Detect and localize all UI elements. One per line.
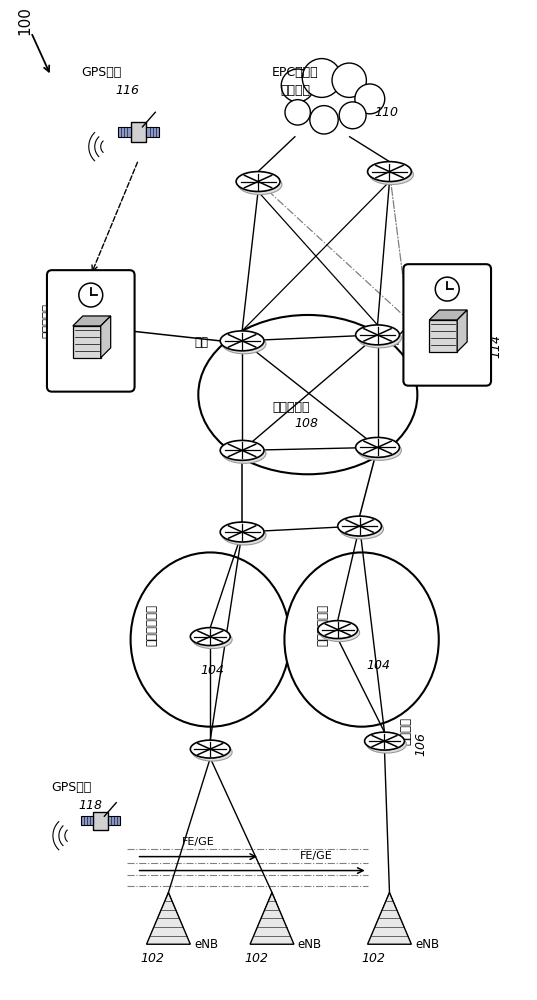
FancyBboxPatch shape [403,264,491,386]
Text: 100: 100 [17,6,32,35]
Polygon shape [130,122,147,142]
Text: 回程接入网络: 回程接入网络 [146,604,158,646]
Ellipse shape [355,325,400,345]
Polygon shape [147,892,190,944]
Text: 回程城域网: 回程城域网 [272,401,309,414]
Text: 备用时钟源: 备用时钟源 [41,303,54,338]
Ellipse shape [318,621,358,639]
Text: eNB: eNB [415,938,439,951]
Text: 104: 104 [367,659,390,672]
Text: eNB: eNB [298,938,322,951]
Text: FE/GE: FE/GE [300,851,332,861]
Polygon shape [367,892,411,944]
Circle shape [285,100,310,125]
Text: 110: 110 [374,106,398,119]
Text: 114: 114 [489,334,502,358]
Polygon shape [250,892,294,944]
Text: FE/GE: FE/GE [183,837,215,847]
Ellipse shape [340,519,383,539]
Ellipse shape [222,525,266,545]
Text: 118: 118 [79,799,103,812]
Circle shape [281,69,314,102]
Text: 104: 104 [200,664,224,677]
Ellipse shape [367,162,411,182]
Text: GPS天线: GPS天线 [51,781,91,794]
Text: GPS天线: GPS天线 [81,66,121,79]
Text: 102: 102 [361,952,386,965]
Ellipse shape [320,624,360,642]
FancyBboxPatch shape [47,270,135,392]
Ellipse shape [220,440,264,460]
Text: 核心网络: 核心网络 [280,84,310,97]
Circle shape [310,106,338,134]
Ellipse shape [190,628,230,646]
Text: 116: 116 [115,84,140,97]
Ellipse shape [358,440,402,460]
Polygon shape [93,812,108,830]
Ellipse shape [192,743,232,761]
Ellipse shape [355,437,400,457]
Circle shape [302,59,341,97]
Text: 102: 102 [244,952,268,965]
Ellipse shape [198,315,417,474]
Text: 备用时钟源: 备用时钟源 [475,297,488,332]
Circle shape [436,277,459,301]
Ellipse shape [222,443,266,463]
Polygon shape [108,816,120,825]
Ellipse shape [285,552,439,727]
Text: 102: 102 [141,952,164,965]
Ellipse shape [238,175,282,194]
Circle shape [339,102,366,129]
Ellipse shape [358,328,402,348]
Text: 106: 106 [415,732,427,756]
Polygon shape [147,127,159,137]
Text: 时钟: 时钟 [194,336,208,349]
Ellipse shape [222,334,266,354]
Ellipse shape [365,732,404,750]
Text: eNB: eNB [194,938,219,951]
Text: 112: 112 [55,340,68,364]
Text: 传输设备: 传输设备 [400,717,412,745]
Polygon shape [118,127,130,137]
Text: 回程接入网络: 回程接入网络 [317,604,330,646]
Ellipse shape [220,522,264,542]
Text: EPC或无线: EPC或无线 [272,66,318,79]
Polygon shape [457,310,467,352]
Ellipse shape [236,172,280,192]
Polygon shape [429,320,457,352]
Polygon shape [101,316,111,358]
Ellipse shape [369,165,413,185]
Polygon shape [429,310,467,320]
Ellipse shape [220,331,264,351]
Polygon shape [73,316,111,326]
Circle shape [332,63,366,97]
Text: 108: 108 [295,417,319,430]
Circle shape [79,283,103,307]
Polygon shape [81,816,93,825]
Polygon shape [73,326,101,358]
Ellipse shape [130,552,290,727]
Ellipse shape [190,740,230,758]
Ellipse shape [192,631,232,649]
Circle shape [355,84,384,114]
Ellipse shape [338,516,381,536]
Text: 时钟: 时钟 [386,333,400,346]
Ellipse shape [367,735,407,753]
